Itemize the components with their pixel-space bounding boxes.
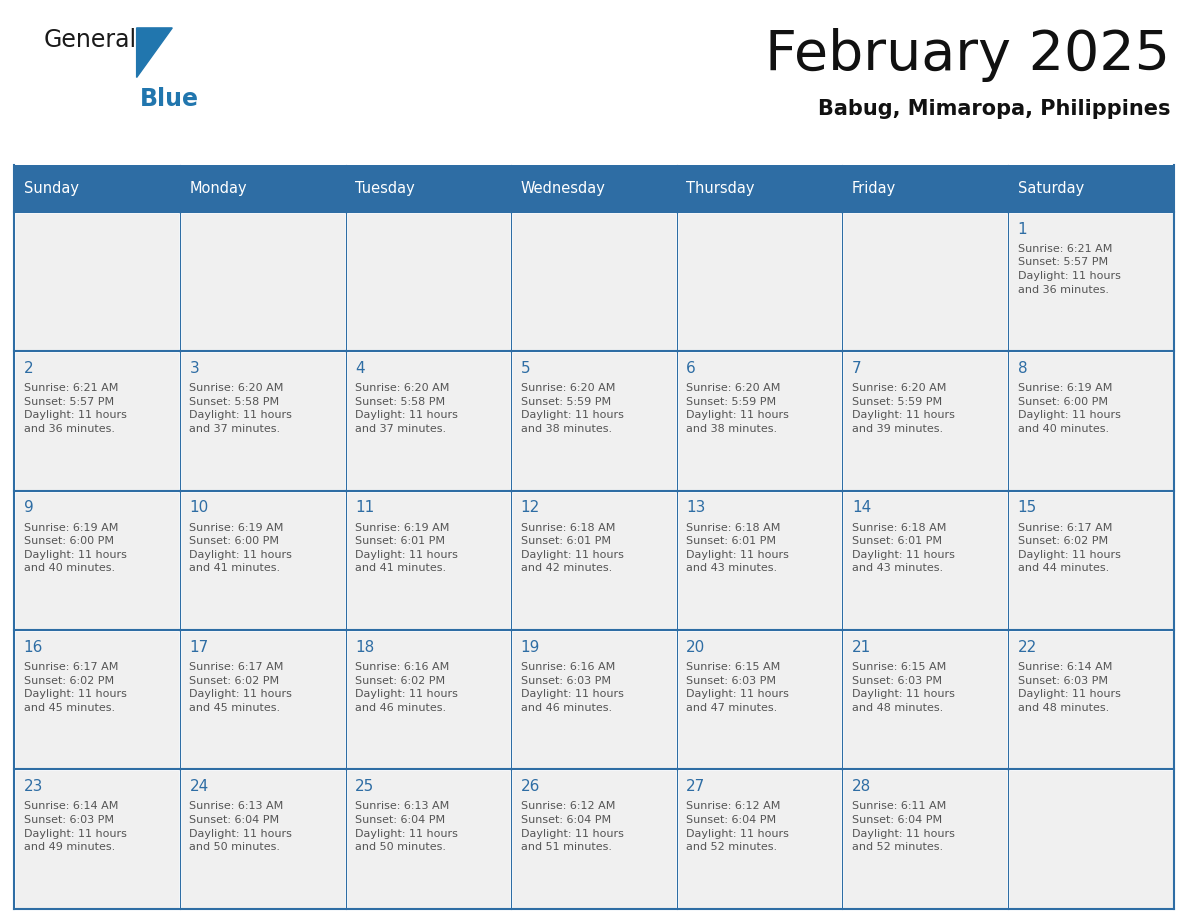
Text: Sunrise: 6:12 AM
Sunset: 6:04 PM
Daylight: 11 hours
and 52 minutes.: Sunrise: 6:12 AM Sunset: 6:04 PM Dayligh… — [687, 801, 789, 852]
Text: 7: 7 — [852, 361, 861, 376]
Text: 14: 14 — [852, 500, 871, 515]
Text: Sunrise: 6:17 AM
Sunset: 6:02 PM
Daylight: 11 hours
and 45 minutes.: Sunrise: 6:17 AM Sunset: 6:02 PM Dayligh… — [189, 662, 292, 713]
Text: 13: 13 — [687, 500, 706, 515]
Text: 26: 26 — [520, 779, 541, 794]
Text: Thursday: Thursday — [687, 181, 754, 196]
Text: Sunrise: 6:15 AM
Sunset: 6:03 PM
Daylight: 11 hours
and 47 minutes.: Sunrise: 6:15 AM Sunset: 6:03 PM Dayligh… — [687, 662, 789, 713]
Text: Sunrise: 6:13 AM
Sunset: 6:04 PM
Daylight: 11 hours
and 50 minutes.: Sunrise: 6:13 AM Sunset: 6:04 PM Dayligh… — [189, 801, 292, 852]
Text: 17: 17 — [189, 640, 209, 655]
Text: Sunrise: 6:19 AM
Sunset: 6:00 PM
Daylight: 11 hours
and 40 minutes.: Sunrise: 6:19 AM Sunset: 6:00 PM Dayligh… — [24, 522, 127, 574]
Text: Sunrise: 6:11 AM
Sunset: 6:04 PM
Daylight: 11 hours
and 52 minutes.: Sunrise: 6:11 AM Sunset: 6:04 PM Dayligh… — [852, 801, 955, 852]
Text: Tuesday: Tuesday — [355, 181, 415, 196]
Text: 19: 19 — [520, 640, 541, 655]
Text: Sunrise: 6:15 AM
Sunset: 6:03 PM
Daylight: 11 hours
and 48 minutes.: Sunrise: 6:15 AM Sunset: 6:03 PM Dayligh… — [852, 662, 955, 713]
Text: 28: 28 — [852, 779, 871, 794]
Text: Sunrise: 6:14 AM
Sunset: 6:03 PM
Daylight: 11 hours
and 49 minutes.: Sunrise: 6:14 AM Sunset: 6:03 PM Dayligh… — [24, 801, 127, 852]
Text: 9: 9 — [24, 500, 33, 515]
Text: 27: 27 — [687, 779, 706, 794]
Text: Sunday: Sunday — [24, 181, 78, 196]
Text: Sunrise: 6:18 AM
Sunset: 6:01 PM
Daylight: 11 hours
and 42 minutes.: Sunrise: 6:18 AM Sunset: 6:01 PM Dayligh… — [520, 522, 624, 574]
Text: Sunrise: 6:16 AM
Sunset: 6:02 PM
Daylight: 11 hours
and 46 minutes.: Sunrise: 6:16 AM Sunset: 6:02 PM Dayligh… — [355, 662, 457, 713]
Text: Saturday: Saturday — [1018, 181, 1083, 196]
Text: Sunrise: 6:19 AM
Sunset: 6:01 PM
Daylight: 11 hours
and 41 minutes.: Sunrise: 6:19 AM Sunset: 6:01 PM Dayligh… — [355, 522, 457, 574]
Text: 3: 3 — [189, 361, 200, 376]
Text: 8: 8 — [1018, 361, 1028, 376]
Text: Blue: Blue — [140, 87, 200, 111]
Text: General: General — [44, 28, 137, 52]
Text: Sunrise: 6:17 AM
Sunset: 6:02 PM
Daylight: 11 hours
and 44 minutes.: Sunrise: 6:17 AM Sunset: 6:02 PM Dayligh… — [1018, 522, 1120, 574]
Text: 25: 25 — [355, 779, 374, 794]
Text: 12: 12 — [520, 500, 539, 515]
Text: Sunrise: 6:18 AM
Sunset: 6:01 PM
Daylight: 11 hours
and 43 minutes.: Sunrise: 6:18 AM Sunset: 6:01 PM Dayligh… — [852, 522, 955, 574]
Text: Sunrise: 6:16 AM
Sunset: 6:03 PM
Daylight: 11 hours
and 46 minutes.: Sunrise: 6:16 AM Sunset: 6:03 PM Dayligh… — [520, 662, 624, 713]
Text: Sunrise: 6:13 AM
Sunset: 6:04 PM
Daylight: 11 hours
and 50 minutes.: Sunrise: 6:13 AM Sunset: 6:04 PM Dayligh… — [355, 801, 457, 852]
Text: 22: 22 — [1018, 640, 1037, 655]
Text: Sunrise: 6:20 AM
Sunset: 5:58 PM
Daylight: 11 hours
and 37 minutes.: Sunrise: 6:20 AM Sunset: 5:58 PM Dayligh… — [355, 384, 457, 434]
Text: Sunrise: 6:21 AM
Sunset: 5:57 PM
Daylight: 11 hours
and 36 minutes.: Sunrise: 6:21 AM Sunset: 5:57 PM Dayligh… — [1018, 244, 1120, 295]
Text: Monday: Monday — [189, 181, 247, 196]
Text: Sunrise: 6:18 AM
Sunset: 6:01 PM
Daylight: 11 hours
and 43 minutes.: Sunrise: 6:18 AM Sunset: 6:01 PM Dayligh… — [687, 522, 789, 574]
Text: Sunrise: 6:17 AM
Sunset: 6:02 PM
Daylight: 11 hours
and 45 minutes.: Sunrise: 6:17 AM Sunset: 6:02 PM Dayligh… — [24, 662, 127, 713]
Text: Sunrise: 6:12 AM
Sunset: 6:04 PM
Daylight: 11 hours
and 51 minutes.: Sunrise: 6:12 AM Sunset: 6:04 PM Dayligh… — [520, 801, 624, 852]
Polygon shape — [137, 28, 172, 77]
Text: 18: 18 — [355, 640, 374, 655]
Text: February 2025: February 2025 — [765, 28, 1170, 82]
Text: 6: 6 — [687, 361, 696, 376]
Text: Sunrise: 6:20 AM
Sunset: 5:59 PM
Daylight: 11 hours
and 39 minutes.: Sunrise: 6:20 AM Sunset: 5:59 PM Dayligh… — [852, 384, 955, 434]
Text: 20: 20 — [687, 640, 706, 655]
Text: 16: 16 — [24, 640, 43, 655]
Text: Sunrise: 6:20 AM
Sunset: 5:58 PM
Daylight: 11 hours
and 37 minutes.: Sunrise: 6:20 AM Sunset: 5:58 PM Dayligh… — [189, 384, 292, 434]
Text: Friday: Friday — [852, 181, 896, 196]
Text: 4: 4 — [355, 361, 365, 376]
Text: Sunrise: 6:20 AM
Sunset: 5:59 PM
Daylight: 11 hours
and 38 minutes.: Sunrise: 6:20 AM Sunset: 5:59 PM Dayligh… — [687, 384, 789, 434]
Text: 23: 23 — [24, 779, 43, 794]
Text: 15: 15 — [1018, 500, 1037, 515]
Text: 1: 1 — [1018, 221, 1028, 237]
Text: Sunrise: 6:19 AM
Sunset: 6:00 PM
Daylight: 11 hours
and 41 minutes.: Sunrise: 6:19 AM Sunset: 6:00 PM Dayligh… — [189, 522, 292, 574]
Text: 10: 10 — [189, 500, 209, 515]
Text: Sunrise: 6:14 AM
Sunset: 6:03 PM
Daylight: 11 hours
and 48 minutes.: Sunrise: 6:14 AM Sunset: 6:03 PM Dayligh… — [1018, 662, 1120, 713]
Text: Sunrise: 6:20 AM
Sunset: 5:59 PM
Daylight: 11 hours
and 38 minutes.: Sunrise: 6:20 AM Sunset: 5:59 PM Dayligh… — [520, 384, 624, 434]
Text: 5: 5 — [520, 361, 530, 376]
Text: 24: 24 — [189, 779, 209, 794]
Text: 11: 11 — [355, 500, 374, 515]
Text: 21: 21 — [852, 640, 871, 655]
Text: Sunrise: 6:19 AM
Sunset: 6:00 PM
Daylight: 11 hours
and 40 minutes.: Sunrise: 6:19 AM Sunset: 6:00 PM Dayligh… — [1018, 384, 1120, 434]
Text: Wednesday: Wednesday — [520, 181, 606, 196]
Text: Babug, Mimaropa, Philippines: Babug, Mimaropa, Philippines — [817, 99, 1170, 119]
Text: 2: 2 — [24, 361, 33, 376]
Text: Sunrise: 6:21 AM
Sunset: 5:57 PM
Daylight: 11 hours
and 36 minutes.: Sunrise: 6:21 AM Sunset: 5:57 PM Dayligh… — [24, 384, 127, 434]
